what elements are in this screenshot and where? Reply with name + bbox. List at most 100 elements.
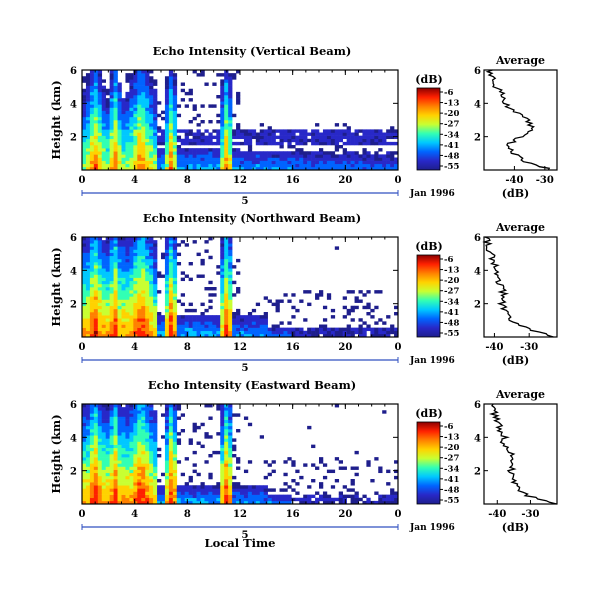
heatmap-cell (125, 148, 130, 152)
heatmap-cell (153, 138, 158, 143)
heatmap-cell (89, 299, 95, 303)
heatmap-cell (82, 305, 87, 310)
heatmap-cell (97, 135, 103, 140)
heatmap (82, 404, 399, 505)
heatmap-cell (141, 296, 146, 300)
heatmap-cell (188, 479, 193, 483)
heatmap-cell (232, 413, 237, 417)
heatmap-cell (311, 444, 316, 449)
heatmap-cell (200, 274, 205, 278)
heatmap-cell (161, 132, 166, 136)
heatmap-cell (129, 123, 134, 127)
heatmap-cell (386, 157, 391, 161)
heatmap-cell (228, 163, 233, 168)
heatmap-cell (82, 327, 87, 332)
heatmap-cell (109, 268, 114, 272)
heatmap-cell (85, 454, 91, 458)
y-tick-label: 2 (70, 467, 77, 478)
heatmap-cell (196, 330, 201, 335)
heatmap-cell (164, 85, 170, 90)
heatmap-cell (109, 151, 114, 155)
heatmap-cell (322, 129, 328, 133)
heatmap-cell (236, 327, 241, 332)
heatmap-cell (101, 249, 106, 253)
heatmap-cell (176, 488, 182, 492)
heatmap-cell (224, 475, 229, 480)
heatmap-cell (137, 91, 142, 96)
heatmap-cell (287, 129, 292, 133)
heatmap-cell (133, 126, 138, 130)
heatmap-cell (228, 429, 233, 433)
heatmap-cell (157, 315, 162, 319)
heatmap-cell (338, 157, 343, 161)
heatmap-cell (224, 262, 229, 266)
heatmap-cell (354, 151, 359, 155)
heatmap-cell (153, 425, 158, 430)
heatmap-cell (125, 482, 130, 486)
heatmap-cell (157, 135, 162, 140)
heatmap-cell (109, 160, 114, 165)
heatmap-cell (125, 166, 130, 171)
heatmap-cell (141, 268, 146, 272)
heatmap-cell (267, 472, 272, 477)
heatmap-cell (125, 293, 130, 297)
heatmap-cell (216, 141, 221, 146)
heatmap-cell (149, 126, 154, 130)
heatmap-cell (82, 145, 87, 149)
heatmap-cell (153, 296, 158, 300)
heatmap-cell (342, 500, 347, 505)
heatmap-cell (85, 135, 91, 140)
heatmap-cell (334, 327, 340, 332)
x-tick-label: 0 (395, 175, 402, 186)
heatmap-cell (176, 333, 182, 338)
heatmap-cell (228, 444, 233, 449)
heatmap-cell (204, 141, 209, 146)
heatmap-cell (208, 237, 213, 241)
heatmap-cell (168, 283, 174, 288)
heatmap-cell (216, 485, 221, 489)
heatmap-cell (129, 327, 134, 332)
heatmap-cell (149, 274, 154, 278)
heatmap-cell (161, 135, 166, 140)
heatmap-cell (172, 95, 178, 99)
heatmap-cell (243, 151, 249, 155)
heatmap-cell (394, 494, 399, 499)
heatmap-cell (224, 413, 229, 417)
heatmap-cell (228, 330, 233, 335)
heatmap-cell (176, 166, 182, 171)
heatmap-cell (228, 255, 233, 260)
heatmap-cell (295, 333, 300, 338)
heatmap-cell (82, 479, 87, 483)
heatmap-cell (141, 500, 146, 505)
heatmap-cell (109, 110, 114, 115)
heatmap-cell (354, 466, 359, 470)
heatmap-cell (358, 324, 363, 328)
heatmap-cell (228, 116, 233, 121)
heatmap-cell (137, 283, 142, 288)
heatmap-cell (97, 145, 103, 149)
heatmap-cell (121, 312, 126, 316)
heatmap-cell (109, 299, 114, 303)
heatmap-cell (125, 274, 130, 278)
heatmap-cell (279, 330, 284, 335)
heatmap-cell (153, 79, 158, 83)
heatmap-cell (105, 454, 110, 458)
x-tick-label: 4 (131, 509, 138, 520)
heatmap-cell (216, 494, 221, 499)
heatmap-cell (394, 469, 399, 474)
heatmap-cell (149, 330, 154, 335)
heatmap-cell (93, 293, 99, 297)
heatmap-cell (228, 101, 233, 105)
heatmap-cell (200, 315, 205, 319)
heatmap-cell (287, 154, 292, 158)
heatmap-cell (240, 141, 245, 146)
heatmap-cell (89, 312, 95, 316)
heatmap-cell (386, 333, 391, 338)
heatmap-cell (232, 280, 237, 285)
heatmap-cell (121, 475, 126, 480)
heatmap-cell (93, 246, 99, 250)
heatmap-cell (117, 321, 122, 325)
heatmap-cell (121, 246, 126, 250)
heatmap-cell (204, 157, 209, 161)
heatmap-cell (153, 104, 158, 108)
